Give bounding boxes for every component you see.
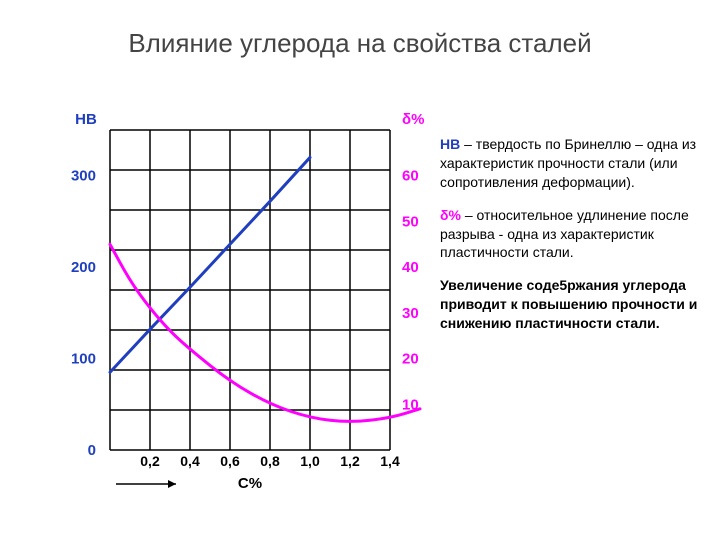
legend-hb-text: – твердость по Бринеллю – одна из характ… [440,136,696,190]
svg-text:0,6: 0,6 [220,453,240,469]
legend: HB – твердость по Бринеллю – одна из хар… [440,135,700,347]
svg-text:1,0: 1,0 [300,453,320,469]
svg-text:200: 200 [71,259,96,276]
legend-delta-text: – относительное удлинение после разрыва … [440,207,689,261]
svg-text:40: 40 [402,259,419,276]
svg-text:50: 50 [402,213,419,230]
page-title: Влияние углерода на свойства сталей [0,28,720,59]
svg-text:0,4: 0,4 [180,453,200,469]
x-axis-arrow-icon [116,480,176,488]
svg-text:60: 60 [402,168,419,185]
legend-delta-label: δ% [440,207,461,223]
y-right-ticks: 102030405060 [402,168,419,414]
legend-hb-label: HB [440,136,460,152]
x-axis-ticks: 0,2 0,4 0,6 0,8 1,0 1,2 1,4 [140,453,400,469]
chart-grid [110,130,390,450]
svg-text:20: 20 [402,351,419,368]
svg-text:0,2: 0,2 [140,453,160,469]
chart: 0,20,40,60,81,01,21,4 0100200300 1020304… [50,100,450,520]
svg-text:1,2: 1,2 [340,453,360,469]
y-left-ticks: 0 100 200 300 [71,168,96,459]
legend-emphasis: Увеличение соде5ржания углерода приводит… [440,276,700,333]
x-axis-label: C% [238,475,262,492]
svg-text:300: 300 [71,168,96,185]
svg-text:1,4: 1,4 [380,453,400,469]
svg-text:0: 0 [88,442,96,459]
legend-hb: HB – твердость по Бринеллю – одна из хар… [440,135,700,192]
svg-text:30: 30 [402,305,419,322]
slide: Влияние углерода на свойства сталей 0,20… [0,0,720,540]
hb-axis-label: HB [75,111,97,128]
delta-axis-label: δ% [402,111,424,128]
svg-text:0,8: 0,8 [260,453,280,469]
legend-delta: δ% – относительное удлинение после разры… [440,206,700,263]
svg-text:100: 100 [71,351,96,368]
